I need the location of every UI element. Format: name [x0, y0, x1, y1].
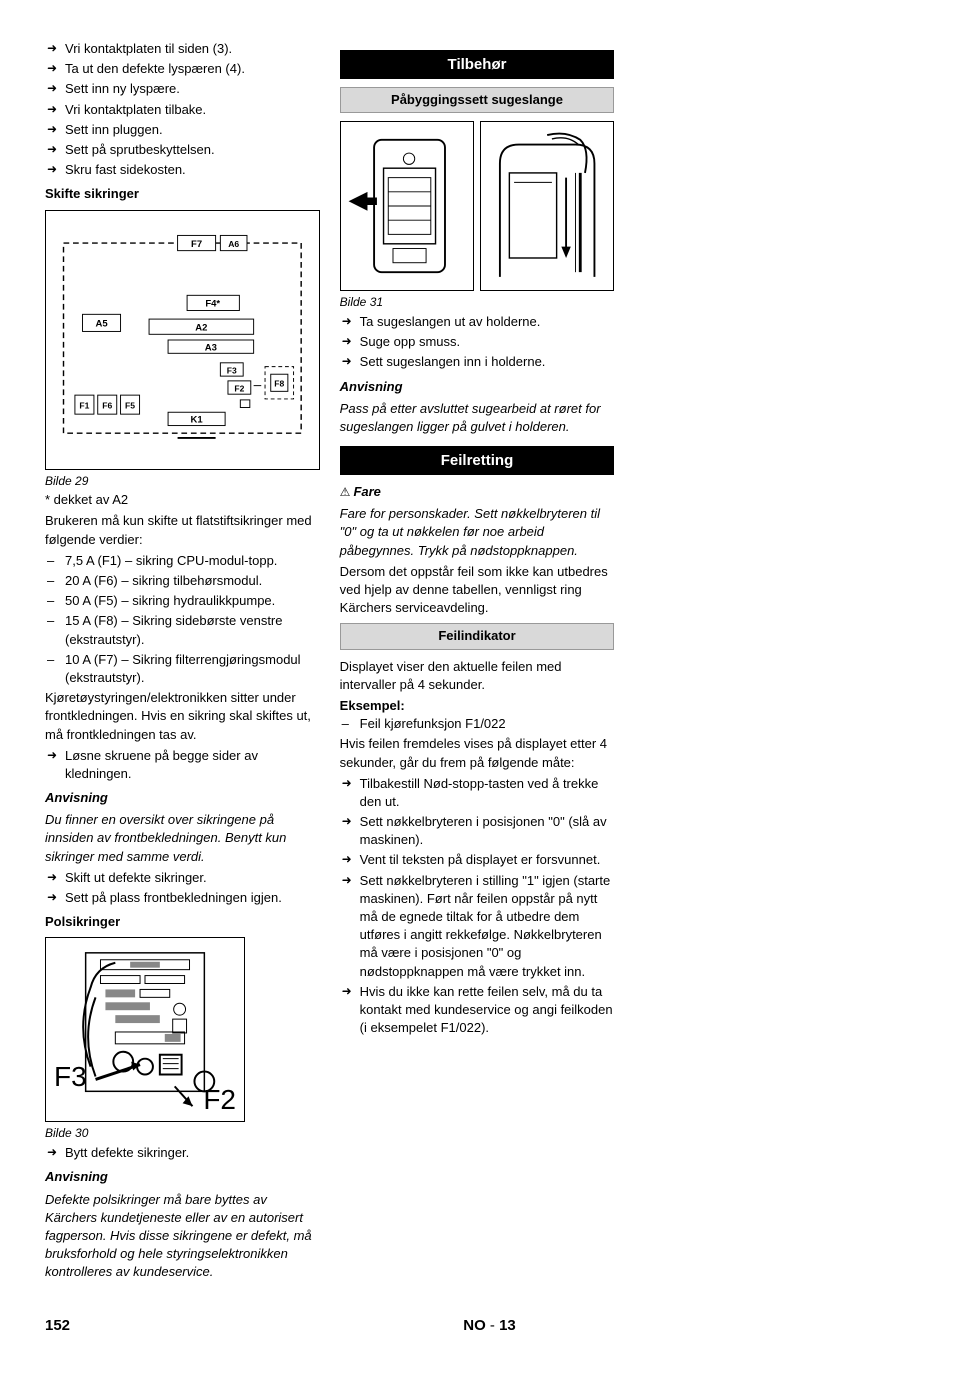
- dekket-note: * dekket av A2: [45, 491, 320, 509]
- page-footer: 152 NO - 13: [45, 1315, 909, 1336]
- list-item: Sett på sprutbeskyttelsen.: [47, 141, 320, 159]
- eksempel-list: Feil kjørefunksjon F1/022: [340, 715, 615, 733]
- feilretting-heading: Feilretting: [340, 446, 615, 475]
- displayet-text: Displayet viser den aktuelle feilen med …: [340, 658, 615, 694]
- list-item: Sett inn pluggen.: [47, 121, 320, 139]
- bilde30-caption: Bilde 30: [45, 1125, 320, 1142]
- kjoretoy-text: Kjøretøystyringen/elektronikken sitter u…: [45, 689, 320, 744]
- svg-text:F2: F2: [234, 383, 244, 393]
- feilindikator-heading: Feilindikator: [340, 623, 615, 649]
- svg-text:F1: F1: [79, 400, 89, 410]
- f3-label: F3: [54, 1057, 87, 1096]
- page-number-left: 152: [45, 1315, 70, 1336]
- anvisning1-heading: Anvisning: [45, 789, 320, 807]
- fuse-diagram: F7 A6 F4* A5 A2 A3 F3 F2: [45, 210, 320, 470]
- polsikringer-heading: Polsikringer: [45, 913, 320, 931]
- anvisning2-heading: Anvisning: [45, 1168, 320, 1186]
- list-item: 50 A (F5) – sikring hydraulikkpumpe.: [47, 592, 320, 610]
- svg-text:A2: A2: [195, 322, 207, 333]
- fuse-values-list: 7,5 A (F1) – sikring CPU-modul-topp. 20 …: [45, 552, 320, 687]
- pol-diagram: F3 F2: [45, 937, 245, 1122]
- list-item: Bytt defekte sikringer.: [47, 1144, 320, 1162]
- list-item: Suge opp smuss.: [342, 333, 615, 351]
- hose-images: [340, 121, 615, 291]
- list-item: Sett på plass frontbekledningen igjen.: [47, 889, 320, 907]
- list-item: Vent til teksten på displayet er forsvun…: [342, 851, 615, 869]
- skifte-heading: Skifte sikringer: [45, 185, 320, 203]
- warning-icon: ⚠: [340, 485, 351, 499]
- bytt-list: Bytt defekte sikringer.: [45, 1144, 320, 1162]
- list-item: Vri kontaktplaten tilbake.: [47, 101, 320, 119]
- f2-label: F2: [203, 1080, 236, 1119]
- list-item: Løsne skruene på begge sider av kledning…: [47, 747, 320, 783]
- list-item: Tilbakestill Nød-stopp-tasten ved å trek…: [342, 775, 615, 811]
- top-steps-list: Vri kontaktplaten til siden (3). Ta ut d…: [45, 40, 320, 179]
- anvisning1-text: Du finner en oversikt over sikringene på…: [45, 811, 320, 866]
- list-item: Sett nøkkelbryteren i posisjonen "0" (sl…: [342, 813, 615, 849]
- list-item: Feil kjørefunksjon F1/022: [342, 715, 615, 733]
- list-item: Sett inn ny lyspære.: [47, 80, 320, 98]
- list-item: 10 A (F7) – Sikring filterrengjøringsmod…: [47, 651, 320, 687]
- list-item: 7,5 A (F1) – sikring CPU-modul-topp.: [47, 552, 320, 570]
- brukeren-text: Brukeren må kun skifte ut flatstiftsikri…: [45, 512, 320, 548]
- list-item: Sett sugeslangen inn i holderne.: [342, 353, 615, 371]
- list-item: Ta ut den defekte lyspæren (4).: [47, 60, 320, 78]
- dersom-text: Dersom det oppstår feil som ikke kan utb…: [340, 563, 615, 618]
- svg-text:A6: A6: [228, 238, 239, 248]
- anvisning3-heading: Anvisning: [340, 378, 615, 396]
- svg-text:F7: F7: [191, 238, 202, 249]
- svg-text:K1: K1: [191, 414, 204, 425]
- list-item: Sett nøkkelbryteren i stilling "1" igjen…: [342, 872, 615, 981]
- skift-list: Skift ut defekte sikringer. Sett på plas…: [45, 869, 320, 907]
- page-lang: NO - 13: [463, 1315, 516, 1336]
- bilde29-caption: Bilde 29: [45, 473, 320, 490]
- bilde31-caption: Bilde 31: [340, 294, 615, 311]
- list-item: Skru fast sidekosten.: [47, 161, 320, 179]
- anvisning2-text: Defekte polsikringer må bare byttes av K…: [45, 1191, 320, 1282]
- svg-text:A5: A5: [95, 318, 108, 329]
- list-item: 15 A (F8) – Sikring sidebørste venstre (…: [47, 612, 320, 648]
- svg-text:F8: F8: [274, 378, 284, 388]
- fare-heading: ⚠Fare: [340, 483, 615, 501]
- svg-text:F4*: F4*: [205, 298, 220, 309]
- list-item: Hvis du ikke kan rette feilen selv, må d…: [342, 983, 615, 1038]
- list-item: 20 A (F6) – sikring tilbehørsmodul.: [47, 572, 320, 590]
- svg-text:A3: A3: [205, 342, 217, 353]
- pabygging-heading: Påbyggingssett sugeslange: [340, 87, 615, 113]
- list-item: Ta sugeslangen ut av holderne.: [342, 313, 615, 331]
- anvisning3-text: Pass på etter avsluttet sugearbeid at rø…: [340, 400, 615, 436]
- hose-image-right: [480, 121, 614, 291]
- svg-text:F6: F6: [102, 400, 112, 410]
- hose-image-left: [340, 121, 474, 291]
- svg-text:F3: F3: [227, 365, 237, 375]
- tilbehor-heading: Tilbehør: [340, 50, 615, 79]
- list-item: Vri kontaktplaten til siden (3).: [47, 40, 320, 58]
- eksempel-heading: Eksempel:: [340, 697, 615, 715]
- fare-text: Fare for personskader. Sett nøkkelbryter…: [340, 505, 615, 560]
- list-item: Skift ut defekte sikringer.: [47, 869, 320, 887]
- fare-label: Fare: [353, 484, 380, 499]
- hose-steps-list: Ta sugeslangen ut av holderne. Suge opp …: [340, 313, 615, 372]
- svg-text:F5: F5: [125, 400, 135, 410]
- feil-steps-list: Tilbakestill Nød-stopp-tasten ved å trek…: [340, 775, 615, 1038]
- hvis-feilen-text: Hvis feilen fremdeles vises på displayet…: [340, 735, 615, 771]
- losne-list: Løsne skruene på begge sider av kledning…: [45, 747, 320, 783]
